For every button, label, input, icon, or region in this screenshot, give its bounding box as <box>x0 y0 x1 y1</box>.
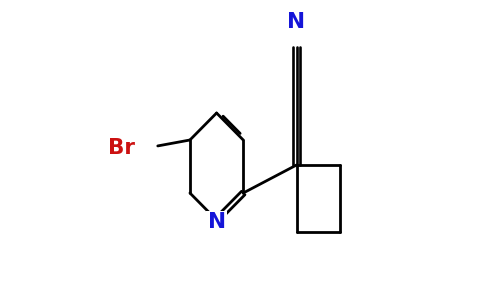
Text: N: N <box>208 212 226 232</box>
Text: Br: Br <box>108 138 135 158</box>
Text: N: N <box>287 12 305 32</box>
